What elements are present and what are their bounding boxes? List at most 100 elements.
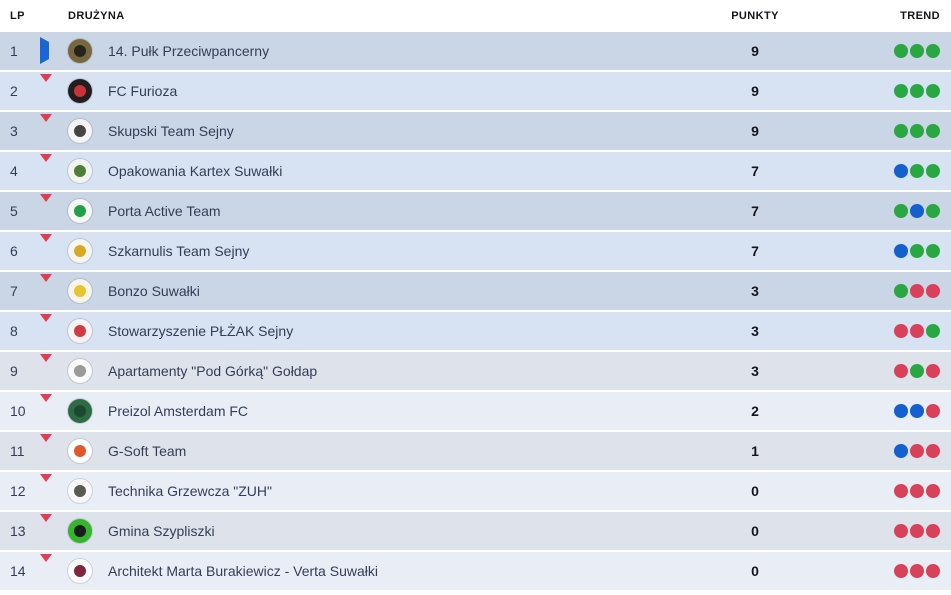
position-down-arrow-icon: [40, 194, 52, 219]
table-row[interactable]: 2 FC Furioza 9: [0, 72, 951, 110]
table-row[interactable]: 4 Opakowania Kartex Suwałki 7: [0, 152, 951, 190]
team-logo-emblem: [74, 85, 86, 97]
team-name: Preizol Amsterdam FC: [108, 403, 249, 419]
red-trend-dot: [910, 284, 924, 298]
team-name: Szkarnulis Team Sejny: [108, 243, 250, 259]
blue-trend-dot: [894, 164, 908, 178]
trend-dots: [830, 244, 940, 258]
team-logo-emblem: [74, 445, 86, 457]
points-value: 3: [751, 363, 759, 379]
blue-trend-dot: [894, 404, 908, 418]
team-logo-emblem: [74, 125, 86, 137]
table-row[interactable]: 13 Gmina Szypliszki 0: [0, 512, 951, 550]
table-row[interactable]: 5 Porta Active Team 7: [0, 192, 951, 230]
position-down-arrow-icon: [40, 354, 52, 379]
red-trend-dot: [894, 564, 908, 578]
header-trend: TREND: [900, 10, 940, 22]
position-down-arrow-icon: [40, 514, 52, 539]
green-trend-dot: [926, 244, 940, 258]
green-trend-dot: [910, 84, 924, 98]
team-logo: [68, 279, 92, 303]
points-value: 3: [751, 323, 759, 339]
table-row[interactable]: 12 Technika Grzewcza "ZUH" 0: [0, 472, 951, 510]
red-trend-dot: [910, 564, 924, 578]
green-trend-dot: [910, 124, 924, 138]
green-trend-dot: [894, 124, 908, 138]
team-name: Bonzo Suwałki: [108, 283, 200, 299]
team-name: FC Furioza: [108, 83, 178, 99]
green-trend-dot: [910, 164, 924, 178]
red-trend-dot: [910, 484, 924, 498]
table-row[interactable]: 1 14. Pułk Przeciwpancerny 9: [0, 32, 951, 70]
team-logo-emblem: [74, 525, 86, 537]
team-logo: [68, 39, 92, 63]
green-trend-dot: [910, 364, 924, 378]
team-name: Architekt Marta Burakiewicz - Verta Suwa…: [108, 563, 378, 579]
table-row[interactable]: 14 Architekt Marta Burakiewicz - Verta S…: [0, 552, 951, 590]
team-logo: [68, 119, 92, 143]
points-value: 9: [751, 83, 759, 99]
table-row[interactable]: 7 Bonzo Suwałki 3: [0, 272, 951, 310]
red-trend-dot: [926, 284, 940, 298]
position-steady-arrow-icon: [40, 37, 49, 64]
table-row[interactable]: 11 G-Soft Team 1: [0, 432, 951, 470]
team-logo-emblem: [74, 485, 86, 497]
trend-dots: [830, 364, 940, 378]
table-row[interactable]: 6 Szkarnulis Team Sejny 7: [0, 232, 951, 270]
team-name: Porta Active Team: [108, 203, 221, 219]
team-logo: [68, 479, 92, 503]
position-number: 3: [10, 123, 18, 139]
position-number: 5: [10, 203, 18, 219]
red-trend-dot: [894, 524, 908, 538]
points-value: 9: [751, 43, 759, 59]
team-name: Technika Grzewcza "ZUH": [108, 483, 272, 499]
points-value: 0: [751, 523, 759, 539]
team-logo: [68, 559, 92, 583]
position-down-arrow-icon: [40, 394, 52, 419]
red-trend-dot: [894, 364, 908, 378]
position-down-arrow-icon: [40, 234, 52, 259]
position-down-arrow-icon: [40, 154, 52, 179]
green-trend-dot: [894, 284, 908, 298]
points-value: 3: [751, 283, 759, 299]
team-name: Apartamenty "Pod Górką" Gołdap: [108, 363, 318, 379]
position-down-arrow-icon: [40, 274, 52, 299]
position-number: 11: [10, 443, 25, 459]
header-lp: LP: [10, 10, 25, 22]
position-number: 7: [10, 283, 18, 299]
points-value: 2: [751, 403, 759, 419]
table-row[interactable]: 8 Stowarzyszenie PŁŻAK Sejny 3: [0, 312, 951, 350]
table-row[interactable]: 10 Preizol Amsterdam FC 2: [0, 392, 951, 430]
header-points: PUNKTY: [731, 10, 779, 22]
trend-dots: [830, 44, 940, 58]
position-down-arrow-icon: [40, 434, 52, 459]
table-row[interactable]: 9 Apartamenty "Pod Górką" Gołdap 3: [0, 352, 951, 390]
blue-trend-dot: [910, 404, 924, 418]
team-logo-emblem: [74, 325, 86, 337]
blue-trend-dot: [894, 244, 908, 258]
team-name: Gmina Szypliszki: [108, 523, 215, 539]
trend-dots: [830, 564, 940, 578]
standings-body: 1 14. Pułk Przeciwpancerny 9 2 FC Furioz…: [0, 32, 951, 590]
header-team: DRUŻYNA: [68, 10, 125, 22]
trend-dots: [830, 84, 940, 98]
position-number: 1: [10, 43, 18, 59]
team-logo-emblem: [74, 405, 86, 417]
red-trend-dot: [910, 324, 924, 338]
position-down-arrow-icon: [40, 474, 52, 499]
table-header: LP DRUŻYNA PUNKTY TREND: [0, 0, 951, 32]
team-logo-emblem: [74, 165, 86, 177]
green-trend-dot: [926, 204, 940, 218]
position-number: 13: [10, 523, 26, 539]
points-value: 7: [751, 203, 759, 219]
points-value: 0: [751, 483, 759, 499]
green-trend-dot: [894, 44, 908, 58]
green-trend-dot: [926, 124, 940, 138]
green-trend-dot: [910, 244, 924, 258]
table-row[interactable]: 3 Skupski Team Sejny 9: [0, 112, 951, 150]
green-trend-dot: [926, 44, 940, 58]
red-trend-dot: [894, 484, 908, 498]
points-value: 7: [751, 243, 759, 259]
team-logo: [68, 399, 92, 423]
red-trend-dot: [926, 404, 940, 418]
